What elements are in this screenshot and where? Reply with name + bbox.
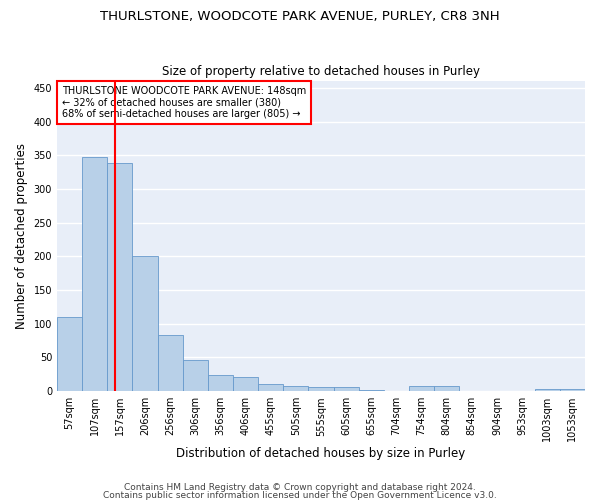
Y-axis label: Number of detached properties: Number of detached properties bbox=[15, 143, 28, 329]
Bar bbox=[308, 387, 334, 391]
Title: Size of property relative to detached houses in Purley: Size of property relative to detached ho… bbox=[162, 66, 480, 78]
Bar bbox=[535, 388, 560, 391]
Bar bbox=[258, 384, 283, 391]
Bar bbox=[107, 164, 133, 391]
Bar bbox=[208, 375, 233, 391]
Text: THURLSTONE, WOODCOTE PARK AVENUE, PURLEY, CR8 3NH: THURLSTONE, WOODCOTE PARK AVENUE, PURLEY… bbox=[100, 10, 500, 23]
Bar bbox=[359, 390, 384, 391]
Bar bbox=[459, 390, 484, 391]
Bar bbox=[57, 317, 82, 391]
Bar bbox=[560, 388, 585, 391]
Bar bbox=[233, 377, 258, 391]
X-axis label: Distribution of detached houses by size in Purley: Distribution of detached houses by size … bbox=[176, 447, 466, 460]
Bar bbox=[133, 256, 158, 391]
Bar bbox=[409, 386, 434, 391]
Bar bbox=[434, 386, 459, 391]
Text: Contains HM Land Registry data © Crown copyright and database right 2024.: Contains HM Land Registry data © Crown c… bbox=[124, 483, 476, 492]
Text: Contains public sector information licensed under the Open Government Licence v3: Contains public sector information licen… bbox=[103, 490, 497, 500]
Bar bbox=[183, 360, 208, 391]
Bar bbox=[158, 335, 183, 391]
Bar bbox=[334, 387, 359, 391]
Text: THURLSTONE WOODCOTE PARK AVENUE: 148sqm
← 32% of detached houses are smaller (38: THURLSTONE WOODCOTE PARK AVENUE: 148sqm … bbox=[62, 86, 307, 119]
Bar bbox=[283, 386, 308, 391]
Bar bbox=[82, 157, 107, 391]
